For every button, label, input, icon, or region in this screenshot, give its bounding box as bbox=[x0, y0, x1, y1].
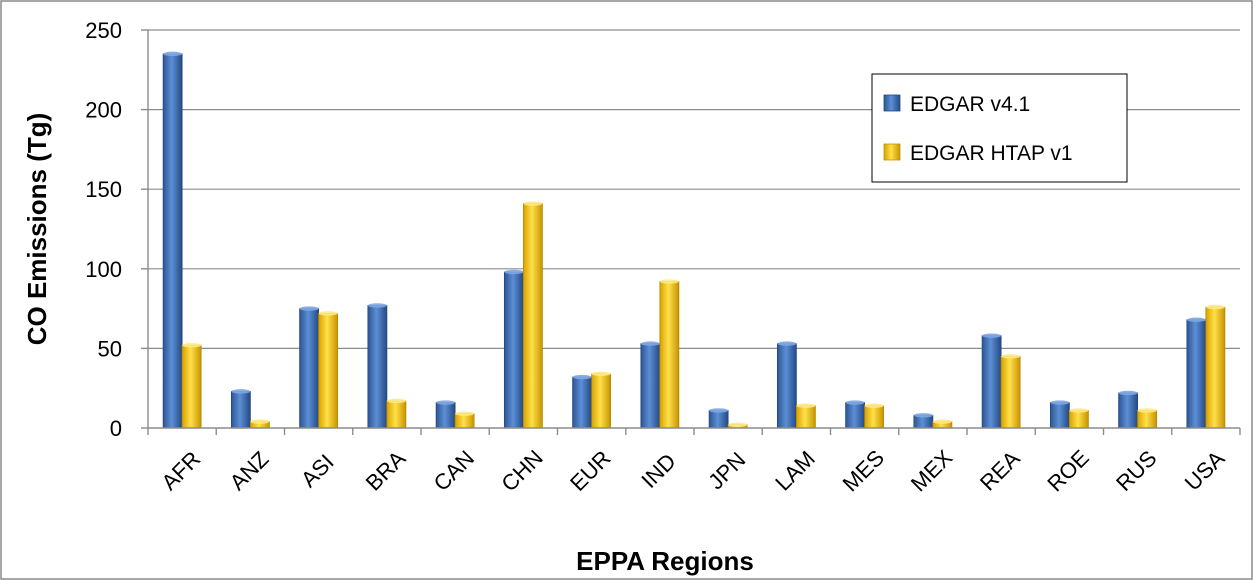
bar-top-highlight bbox=[591, 371, 611, 377]
bar-top-highlight bbox=[386, 398, 406, 404]
bar-edgar-v41-rus bbox=[1118, 392, 1139, 429]
bar-top-highlight bbox=[1205, 304, 1225, 310]
bar-top-highlight bbox=[845, 400, 865, 405]
bar-edgar-htap-v1-bra bbox=[386, 400, 407, 429]
bar-edgar-htap-v1-roe bbox=[1068, 410, 1089, 429]
bar-top-highlight bbox=[523, 201, 543, 206]
bar-edgar-htap-v1-usa bbox=[1205, 306, 1226, 429]
axes bbox=[141, 29, 1241, 435]
bar-edgar-v41-afr bbox=[162, 53, 183, 429]
legend-label-series-2: EDGAR HTAP v1 bbox=[910, 142, 1073, 165]
bar-top-highlight bbox=[728, 422, 748, 428]
bar-edgar-v41-usa bbox=[1186, 319, 1207, 429]
y-tick-label: 100 bbox=[85, 257, 122, 282]
bar-edgar-v41-jpn bbox=[708, 410, 729, 429]
bar-top-highlight bbox=[932, 419, 952, 424]
y-tick-label: 250 bbox=[85, 18, 122, 43]
bar-top-highlight bbox=[367, 303, 387, 308]
bar-top-highlight bbox=[659, 279, 679, 284]
bar-edgar-v41-ind bbox=[640, 343, 661, 429]
bar-top-highlight bbox=[572, 374, 592, 380]
y-tick-label: 50 bbox=[98, 336, 122, 361]
bar-edgar-htap-v1-ind bbox=[659, 281, 680, 429]
bar-top-highlight bbox=[318, 311, 338, 316]
bar-edgar-htap-v1-rus bbox=[1137, 410, 1158, 429]
bar-edgar-htap-v1-rea bbox=[1000, 355, 1021, 429]
y-tick-label: 0 bbox=[110, 416, 122, 441]
y-tick-label: 200 bbox=[85, 98, 122, 123]
bar-top-highlight bbox=[913, 413, 933, 418]
bar-top-highlight bbox=[504, 269, 524, 275]
bar-edgar-htap-v1-asi bbox=[318, 312, 339, 429]
legend-box bbox=[871, 73, 1128, 183]
bar-top-highlight bbox=[1118, 390, 1138, 396]
bar-edgar-htap-v1-mes bbox=[864, 405, 885, 429]
x-axis-title: EPPA Regions bbox=[576, 546, 754, 576]
bar-edgar-htap-v1-afr bbox=[181, 344, 202, 429]
bar-top-highlight bbox=[709, 408, 729, 413]
bar-edgar-htap-v1-chn bbox=[522, 203, 543, 429]
bar-edgar-htap-v1-lam bbox=[795, 405, 816, 429]
bar-top-highlight bbox=[1186, 317, 1206, 322]
bar-edgar-v41-chn bbox=[503, 271, 524, 429]
legend: EDGAR v4.1 EDGAR HTAP v1 bbox=[871, 73, 1128, 183]
bar-edgar-v41-can bbox=[435, 402, 456, 429]
bar-top-highlight bbox=[982, 333, 1002, 338]
bar-edgar-v41-roe bbox=[1049, 402, 1070, 429]
legend-swatch-series-2 bbox=[883, 143, 901, 161]
bar-edgar-v41-anz bbox=[230, 390, 251, 429]
legend-label-series-1: EDGAR v4.1 bbox=[910, 93, 1030, 116]
y-tick-labels: 0 50 100 150 200 250 bbox=[85, 18, 122, 441]
bar-top-highlight bbox=[864, 403, 884, 408]
bar-edgar-v41-bra bbox=[367, 305, 388, 429]
bar-top-highlight bbox=[640, 341, 660, 346]
bar-top-highlight bbox=[299, 306, 319, 311]
bar-top-highlight bbox=[455, 411, 475, 416]
y-tick-label: 150 bbox=[85, 177, 122, 202]
y-axis-title: CO Emissions (Tg) bbox=[22, 113, 52, 346]
bar-top-highlight bbox=[182, 343, 202, 348]
bar-top-highlight bbox=[250, 419, 270, 424]
bar-edgar-htap-v1-eur bbox=[591, 373, 612, 429]
bar-edgar-v41-rea bbox=[981, 335, 1002, 429]
bar-edgar-v41-lam bbox=[776, 343, 797, 429]
bar-edgar-v41-mes bbox=[845, 402, 866, 429]
bar-series bbox=[162, 51, 1226, 429]
bar-top-highlight bbox=[777, 341, 797, 346]
legend-swatch-series-1 bbox=[883, 94, 901, 112]
bar-top-highlight bbox=[796, 403, 816, 408]
bar-top-highlight bbox=[1069, 408, 1089, 413]
bar-top-highlight bbox=[231, 389, 251, 394]
bar-top-highlight bbox=[436, 400, 456, 405]
bar-top-highlight bbox=[163, 51, 183, 57]
bar-top-highlight bbox=[1001, 354, 1021, 359]
bar-edgar-v41-asi bbox=[299, 308, 320, 429]
bar-edgar-v41-eur bbox=[572, 376, 593, 429]
bar-top-highlight bbox=[1050, 400, 1070, 405]
bar-top-highlight bbox=[1137, 408, 1157, 413]
